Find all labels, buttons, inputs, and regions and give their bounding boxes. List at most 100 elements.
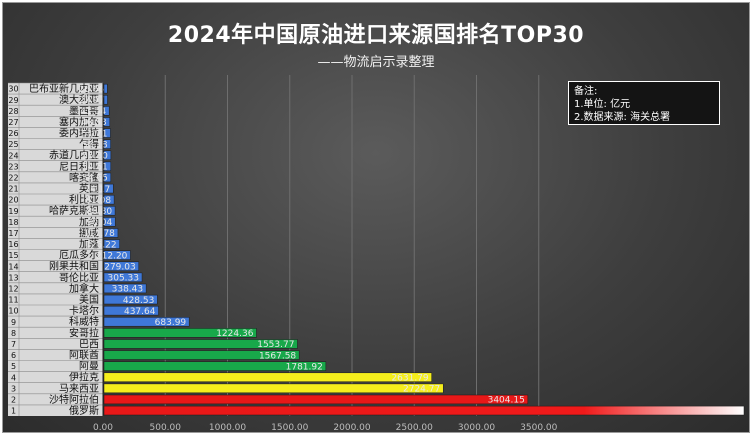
category-label: 马来西亚 xyxy=(59,383,99,395)
category-label: 厄瓜多尔 xyxy=(59,249,99,262)
rank-label: 28 xyxy=(8,107,18,116)
category-label: 加拿大 xyxy=(69,282,99,295)
category-label: 墨西哥 xyxy=(69,105,99,117)
rank-label: 2 xyxy=(11,395,16,404)
rank-label: 17 xyxy=(8,229,18,238)
bar xyxy=(103,394,529,405)
rank-label: 5 xyxy=(11,362,16,371)
x-tick-label: 500.00 xyxy=(150,423,182,432)
category-label: 安哥拉 xyxy=(69,326,99,339)
value-label: 55.30 xyxy=(82,151,108,161)
note-box: 备注: 1.单位: 亿元 2.数据来源: 海关总署 xyxy=(568,81,720,125)
category-label: 喀麦隆 xyxy=(69,171,99,184)
value-label: 428.53 xyxy=(123,296,155,306)
bar xyxy=(103,117,111,127)
rank-label: 6 xyxy=(11,351,16,360)
bar xyxy=(103,95,108,105)
rank-label: 9 xyxy=(11,318,16,327)
category-label: 哥伦比亚 xyxy=(59,271,99,284)
bar xyxy=(103,350,300,360)
bar xyxy=(103,217,116,227)
value-label: 26.66 xyxy=(79,85,105,95)
rank-label: 14 xyxy=(8,262,18,271)
bar xyxy=(103,405,745,416)
rank-label: 24 xyxy=(8,151,18,160)
value-label: 683.99 xyxy=(155,318,187,328)
rank-label: 18 xyxy=(8,218,18,227)
category-label: 科威特 xyxy=(69,315,99,328)
bar xyxy=(103,250,131,260)
bar xyxy=(103,228,119,238)
category-label: 加蓬 xyxy=(79,239,99,251)
bar xyxy=(103,150,112,160)
bar xyxy=(103,172,112,183)
bar xyxy=(103,305,159,316)
bar xyxy=(103,83,108,94)
bar xyxy=(103,283,147,294)
x-tick-label: 2500.00 xyxy=(396,423,433,432)
rank-label: 19 xyxy=(8,207,18,216)
x-tick-label: 2000.00 xyxy=(333,423,370,432)
rank-label: 13 xyxy=(8,273,18,282)
rank-label: 21 xyxy=(8,185,18,194)
value-label: 88.80 xyxy=(86,207,112,217)
bar-chart: 1 俄罗斯 2 沙特阿拉伯 3 马来西亚 4 伊拉克 5 阿曼 6 阿联酋 7 巴西 8 安哥拉 9 科威特 10 卡… xyxy=(8,75,745,432)
bar xyxy=(103,361,327,371)
rank-label: 11 xyxy=(8,296,18,305)
value-label: 81.08 xyxy=(85,196,111,206)
value-label: 46.53 xyxy=(81,118,107,128)
bar xyxy=(103,339,298,349)
value-label: 125.22 xyxy=(85,240,117,250)
x-tick-label: 3000.00 xyxy=(458,423,495,432)
note-unit: 1.单位: 亿元 xyxy=(574,99,631,110)
category-label: 尼日利亚 xyxy=(59,161,99,173)
category-label: 沙特阿拉伯 xyxy=(49,393,99,406)
bar xyxy=(103,239,120,249)
bar xyxy=(103,128,111,138)
category-label: 伊拉克 xyxy=(69,371,99,384)
rank-label: 25 xyxy=(8,140,18,149)
bar xyxy=(103,183,114,194)
value-label: 111.78 xyxy=(83,229,115,239)
category-label: 委内瑞拉 xyxy=(59,127,99,140)
category-label: 塞内加尔 xyxy=(59,115,99,128)
value-label: 53.18 xyxy=(82,140,108,150)
rank-label: 27 xyxy=(8,118,18,127)
bar xyxy=(103,194,115,205)
bar xyxy=(103,261,139,271)
bar xyxy=(103,139,111,149)
category-label: 卡塔尔 xyxy=(69,304,99,317)
category-label: 阿联酋 xyxy=(69,349,99,362)
x-tick-label: 1500.00 xyxy=(271,423,308,432)
category-label: 加纳 xyxy=(79,215,99,228)
bar xyxy=(103,383,444,394)
value-label: 1781.92 xyxy=(286,362,323,372)
value-label: 279.03 xyxy=(104,262,136,272)
rank-label: 4 xyxy=(11,373,16,382)
value-label: 212.20 xyxy=(96,251,128,261)
bar xyxy=(103,317,190,327)
rank-label: 22 xyxy=(8,173,18,182)
rank-label: 20 xyxy=(8,196,18,205)
rank-label: 12 xyxy=(8,284,18,293)
category-label: 利比亚 xyxy=(69,194,99,206)
rank-label: 29 xyxy=(8,96,18,105)
category-label: 俄罗斯 xyxy=(69,404,99,417)
value-label: 338.43 xyxy=(112,285,144,295)
bar xyxy=(103,372,432,382)
value-label: 90.04 xyxy=(86,218,112,228)
category-label: 阿曼 xyxy=(79,361,99,373)
category-label: 刚果共和国 xyxy=(49,261,99,273)
chart-title: 2024年中国原油进口来源国排名TOP30 xyxy=(167,23,585,48)
value-label: 437.64 xyxy=(124,307,156,317)
value-label: 1224.36 xyxy=(216,329,253,339)
rank-label: 7 xyxy=(11,340,16,349)
rank-label: 15 xyxy=(8,251,18,260)
value-label: 54.65 xyxy=(82,174,108,184)
value-label: 74.17 xyxy=(84,185,110,195)
value-label: 3404.15 xyxy=(488,396,525,406)
rank-label: 16 xyxy=(8,240,18,249)
value-label: 1553.77 xyxy=(257,340,294,350)
rank-label: 30 xyxy=(8,85,18,94)
